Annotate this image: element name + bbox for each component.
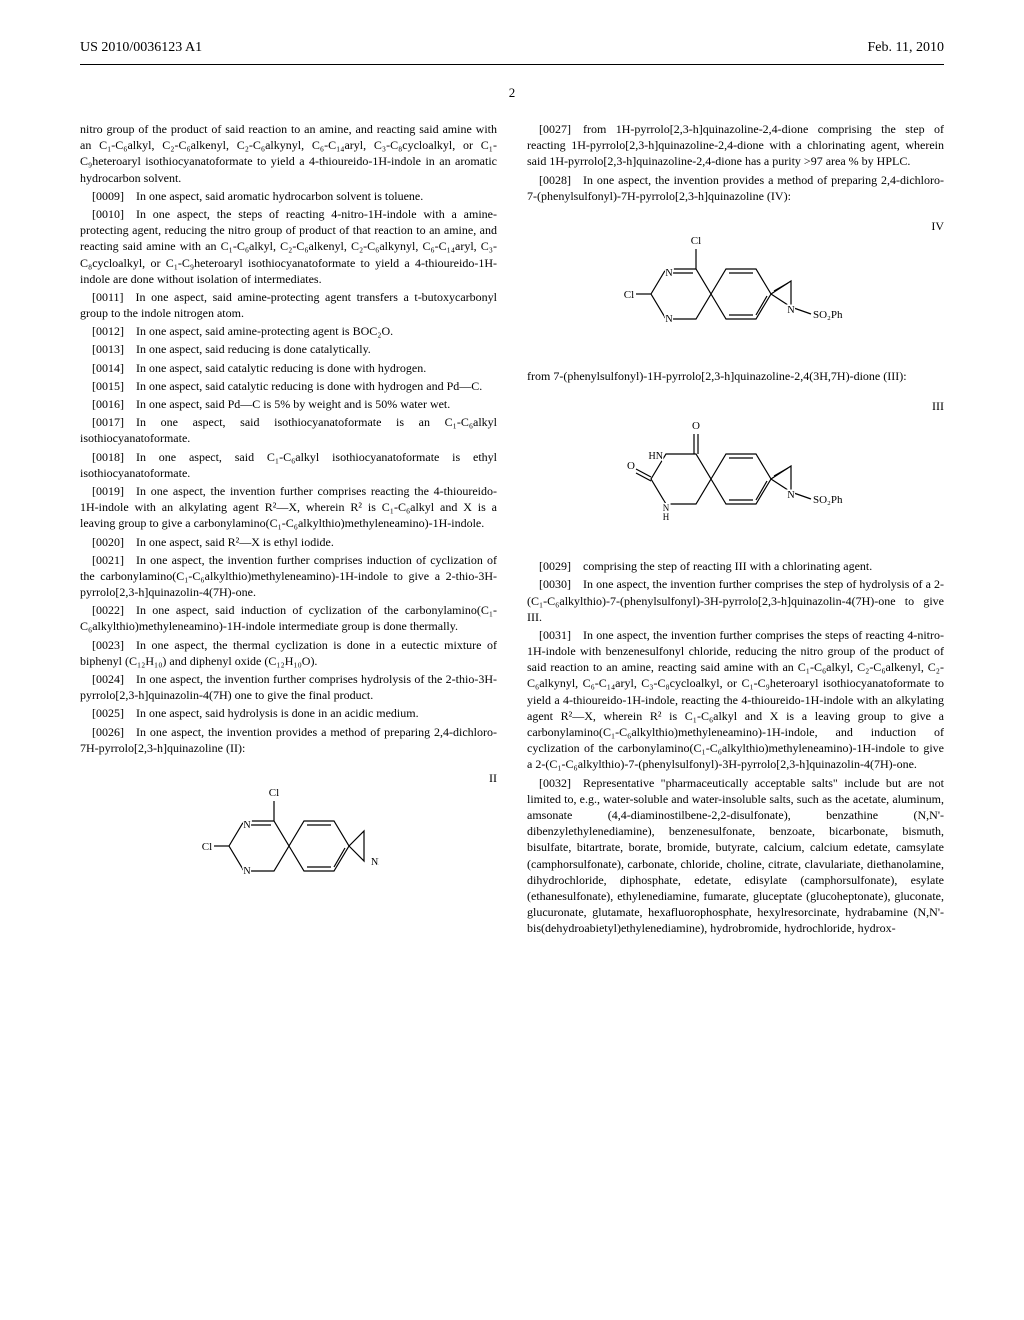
- body-para: [0024] In one aspect, the invention furt…: [80, 671, 497, 703]
- svg-text:N: N: [243, 866, 250, 877]
- body-para: [0029] comprising the step of reacting I…: [527, 558, 944, 574]
- svg-text:N: N: [787, 490, 794, 501]
- body-para: [0026] In one aspect, the invention prov…: [80, 724, 497, 756]
- svg-text:NH: NH: [371, 857, 379, 868]
- body-para: [0020] In one aspect, said R²—X is ethyl…: [80, 534, 497, 550]
- header-divider: [80, 64, 944, 65]
- structure-II-label: II: [489, 771, 497, 786]
- structure-III: III O: [527, 399, 944, 543]
- body-para: [0009] In one aspect, said aromatic hydr…: [80, 188, 497, 204]
- svg-text:N: N: [665, 314, 672, 325]
- svg-text:N: N: [243, 820, 250, 831]
- body-para: [0011] In one aspect, said amine-protect…: [80, 289, 497, 321]
- body-para: [0014] In one aspect, said catalytic red…: [80, 360, 497, 376]
- structure-II: II Cl Cl N: [80, 771, 497, 905]
- right-column: [0027] from 1H-pyrrolo[2,3-h]quinazoline…: [527, 121, 944, 938]
- structure-IV: IV Cl Cl N N N: [527, 219, 944, 353]
- body-para: [0012] In one aspect, said amine-protect…: [80, 323, 497, 339]
- svg-text:O: O: [692, 420, 700, 432]
- body-para: [0022] In one aspect, said induction of …: [80, 602, 497, 634]
- body-para: [0018] In one aspect, said C₁-C₆alkyl is…: [80, 449, 497, 481]
- content-columns: nitro group of the product of said react…: [80, 121, 944, 938]
- body-para: [0013] In one aspect, said reducing is d…: [80, 341, 497, 357]
- structure-II-svg: Cl Cl N N N N NH: [199, 771, 379, 901]
- body-para: [0027] from 1H-pyrrolo[2,3-h]quinazoline…: [527, 121, 944, 170]
- body-para: [0032] Representative "pharmaceutically …: [527, 775, 944, 937]
- body-para: [0021] In one aspect, the invention furt…: [80, 552, 497, 601]
- body-para: [0023] In one aspect, the thermal cycliz…: [80, 637, 497, 669]
- svg-text:SO₂Ph: SO₂Ph: [813, 494, 843, 506]
- body-para: [0016] In one aspect, said Pd—C is 5% by…: [80, 396, 497, 412]
- svg-text:SO₂Ph: SO₂Ph: [813, 309, 843, 321]
- structure-IV-svg: Cl Cl N N N N N N SO₂Ph: [621, 219, 851, 349]
- page-header: US 2010/0036123 A1 Feb. 11, 2010: [80, 40, 944, 56]
- svg-text:N: N: [665, 268, 672, 279]
- body-para: [0015] In one aspect, said catalytic red…: [80, 378, 497, 394]
- intro-para: nitro group of the product of said react…: [80, 121, 497, 186]
- body-para: [0025] In one aspect, said hydrolysis is…: [80, 705, 497, 721]
- svg-text:N: N: [787, 305, 794, 316]
- svg-text:Cl: Cl: [623, 289, 633, 301]
- mid-para-1: from 7-(phenylsulfonyl)-1H-pyrrolo[2,3-h…: [527, 368, 944, 384]
- body-para: [0017] In one aspect, said isothiocyanat…: [80, 414, 497, 446]
- structure-III-label: III: [932, 399, 944, 414]
- svg-text:O: O: [627, 460, 635, 472]
- body-para: [0010] In one aspect, the steps of react…: [80, 206, 497, 287]
- left-column: nitro group of the product of said react…: [80, 121, 497, 938]
- page-number: 2: [80, 85, 944, 101]
- body-para: [0019] In one aspect, the invention furt…: [80, 483, 497, 532]
- svg-text:Cl: Cl: [690, 235, 700, 247]
- svg-text:Cl: Cl: [268, 787, 278, 799]
- svg-text:H: H: [662, 512, 669, 522]
- patent-number: US 2010/0036123 A1: [80, 40, 202, 56]
- svg-text:Cl: Cl: [201, 841, 211, 853]
- structure-III-svg: O HN HN O N N H N N SO₂Ph: [621, 399, 851, 539]
- structure-IV-label: IV: [931, 219, 944, 234]
- svg-text:HN: HN: [648, 451, 662, 462]
- body-para: [0030] In one aspect, the invention furt…: [527, 576, 944, 625]
- patent-date: Feb. 11, 2010: [868, 40, 944, 56]
- body-para: [0028] In one aspect, the invention prov…: [527, 172, 944, 204]
- body-para: [0031] In one aspect, the invention furt…: [527, 627, 944, 773]
